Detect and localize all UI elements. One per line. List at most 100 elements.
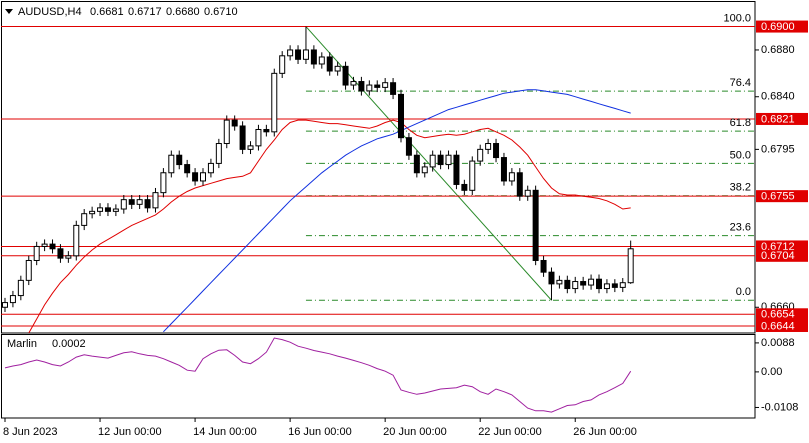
candle-body bbox=[508, 172, 515, 182]
level-label-box bbox=[756, 319, 808, 332]
candle-body bbox=[453, 154, 460, 185]
candle-body bbox=[239, 125, 246, 150]
candle-body bbox=[350, 81, 357, 86]
candle-body bbox=[120, 199, 127, 210]
candle-body bbox=[168, 154, 175, 174]
candle-body bbox=[500, 157, 507, 182]
candle-body bbox=[556, 279, 563, 285]
candle-body bbox=[223, 119, 230, 145]
candle-body bbox=[326, 56, 333, 72]
fib-level-label: 100.0 bbox=[723, 12, 751, 24]
candle-body bbox=[334, 65, 341, 72]
x-tick-label: 22 Jun 00:00 bbox=[478, 426, 542, 438]
candle-body bbox=[215, 143, 222, 164]
candle-body bbox=[342, 65, 349, 86]
level-label-box bbox=[756, 249, 808, 262]
level-label-box bbox=[756, 240, 808, 253]
indicator-last-value: 0.0002 bbox=[52, 338, 86, 350]
candle-body bbox=[200, 172, 206, 182]
main-panel-frame bbox=[1, 1, 756, 334]
level-label: 0.6654 bbox=[761, 309, 795, 321]
indicator-tick-label: -0.0108 bbox=[761, 401, 798, 413]
candle-body bbox=[184, 164, 191, 174]
candle-body bbox=[493, 143, 500, 159]
candle-body bbox=[25, 259, 32, 281]
level-label-box bbox=[756, 190, 808, 203]
candle-body bbox=[247, 145, 254, 150]
moving-average bbox=[163, 89, 631, 333]
main-plot bbox=[1, 26, 755, 333]
x-tick-label: 14 Jun 00:00 bbox=[193, 426, 257, 438]
candle-body bbox=[532, 189, 539, 261]
candle-body bbox=[390, 82, 397, 95]
candle-body bbox=[17, 279, 24, 297]
candle-body bbox=[73, 224, 80, 257]
symbol: AUDUSD,H4 bbox=[18, 6, 82, 18]
candle-body bbox=[2, 302, 8, 308]
candle-body bbox=[540, 259, 547, 273]
candle-body bbox=[461, 183, 468, 191]
x-tick-label: 12 Jun 00:00 bbox=[98, 426, 162, 438]
candle-body bbox=[136, 199, 143, 205]
candle-body bbox=[588, 278, 595, 286]
candle-body bbox=[437, 154, 444, 166]
fib-level-label: 0.0 bbox=[736, 286, 751, 298]
x-tick-label: 20 Jun 00:00 bbox=[383, 426, 447, 438]
level-label-box bbox=[756, 308, 808, 321]
level-label: 0.6900 bbox=[761, 21, 795, 33]
fib-level-label: 38.2 bbox=[730, 182, 751, 194]
candle-body bbox=[33, 245, 40, 261]
candle-body bbox=[429, 154, 436, 168]
candle-body bbox=[445, 154, 452, 166]
candle-body bbox=[65, 255, 72, 259]
candle-body bbox=[176, 154, 183, 166]
overlay-layer: AUDUSD,H4 0.6681 0.6717 0.6680 0.6710 Ma… bbox=[3, 6, 808, 438]
candle-body bbox=[469, 160, 476, 191]
moving-average bbox=[28, 119, 631, 333]
candle-body bbox=[49, 243, 56, 250]
candle-body bbox=[89, 210, 96, 215]
fib-level-label: 23.6 bbox=[730, 222, 751, 234]
candle-body bbox=[382, 82, 389, 88]
indicator-name: Marlin bbox=[7, 338, 37, 350]
candle-body bbox=[271, 72, 278, 133]
candle-body bbox=[152, 192, 159, 209]
candle-body bbox=[524, 189, 531, 197]
candle-body bbox=[302, 49, 309, 60]
candle-body bbox=[255, 128, 262, 147]
fib-level-label: 76.4 bbox=[730, 77, 751, 89]
candle-body bbox=[104, 207, 111, 212]
ohlc-close: 0.6710 bbox=[204, 6, 238, 18]
indicator-tick-label: 0.00 bbox=[761, 366, 782, 378]
level-label: 0.6704 bbox=[761, 250, 795, 262]
candle-body bbox=[9, 295, 16, 304]
x-tick-label: 26 Jun 00:00 bbox=[573, 426, 637, 438]
candle-body bbox=[81, 213, 88, 226]
candle-body bbox=[405, 137, 412, 156]
indicator-panel-frame bbox=[1, 334, 756, 419]
candle-body bbox=[57, 248, 64, 259]
ohlc-open: 0.6681 bbox=[90, 6, 124, 18]
level-label-box bbox=[756, 112, 808, 125]
candle-body bbox=[279, 55, 286, 74]
candle-body bbox=[287, 49, 294, 57]
candle-body bbox=[374, 84, 381, 88]
candle-body bbox=[160, 172, 167, 194]
indicator-tick-label: 0.0088 bbox=[761, 337, 795, 349]
candle-body bbox=[310, 49, 317, 65]
candle-body bbox=[97, 207, 104, 212]
ohlc-low: 0.6680 bbox=[166, 6, 200, 18]
level-label: 0.6644 bbox=[761, 320, 795, 332]
level-label: 0.6821 bbox=[761, 113, 795, 125]
candle-body bbox=[318, 56, 325, 65]
candle-body bbox=[112, 208, 119, 212]
candle-body bbox=[144, 199, 151, 209]
candle-body bbox=[619, 282, 626, 288]
level-label-box bbox=[756, 20, 808, 33]
candle-body bbox=[358, 81, 365, 92]
indicator-line bbox=[4, 337, 632, 413]
x-tick-label: 8 Jun 2023 bbox=[3, 426, 57, 438]
candle-body bbox=[580, 281, 587, 286]
